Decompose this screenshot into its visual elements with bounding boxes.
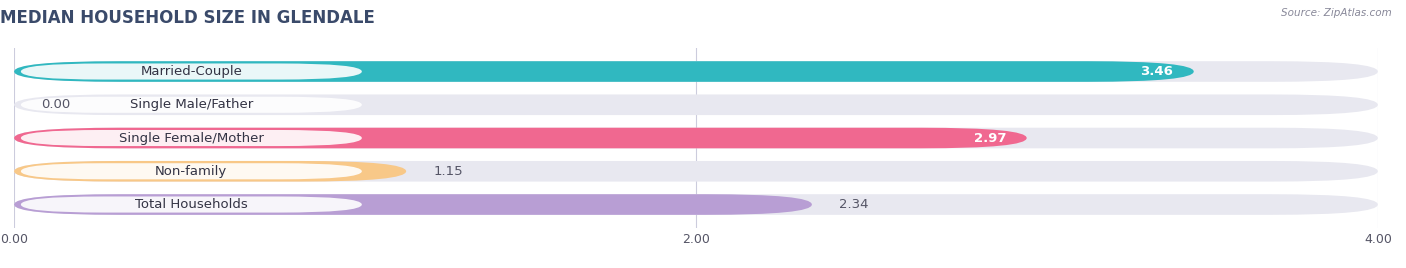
FancyBboxPatch shape — [14, 94, 1378, 115]
FancyBboxPatch shape — [21, 163, 361, 179]
FancyBboxPatch shape — [14, 128, 1378, 148]
FancyBboxPatch shape — [14, 161, 1378, 182]
FancyBboxPatch shape — [21, 130, 361, 146]
FancyBboxPatch shape — [21, 97, 361, 113]
Text: 2.34: 2.34 — [839, 198, 869, 211]
FancyBboxPatch shape — [14, 194, 1378, 215]
FancyBboxPatch shape — [14, 128, 1026, 148]
Text: 3.46: 3.46 — [1140, 65, 1173, 78]
Text: MEDIAN HOUSEHOLD SIZE IN GLENDALE: MEDIAN HOUSEHOLD SIZE IN GLENDALE — [0, 9, 375, 27]
FancyBboxPatch shape — [14, 194, 811, 215]
FancyBboxPatch shape — [21, 64, 361, 80]
FancyBboxPatch shape — [14, 61, 1378, 82]
Text: Total Households: Total Households — [135, 198, 247, 211]
Text: 1.15: 1.15 — [433, 165, 463, 178]
Text: Non-family: Non-family — [155, 165, 228, 178]
FancyBboxPatch shape — [21, 196, 361, 213]
Text: Source: ZipAtlas.com: Source: ZipAtlas.com — [1281, 8, 1392, 18]
Text: 2.97: 2.97 — [974, 132, 1007, 144]
FancyBboxPatch shape — [14, 161, 406, 182]
Text: Married-Couple: Married-Couple — [141, 65, 242, 78]
Text: 0.00: 0.00 — [41, 98, 70, 111]
Text: Single Female/Mother: Single Female/Mother — [120, 132, 264, 144]
Text: Single Male/Father: Single Male/Father — [129, 98, 253, 111]
FancyBboxPatch shape — [14, 61, 1194, 82]
